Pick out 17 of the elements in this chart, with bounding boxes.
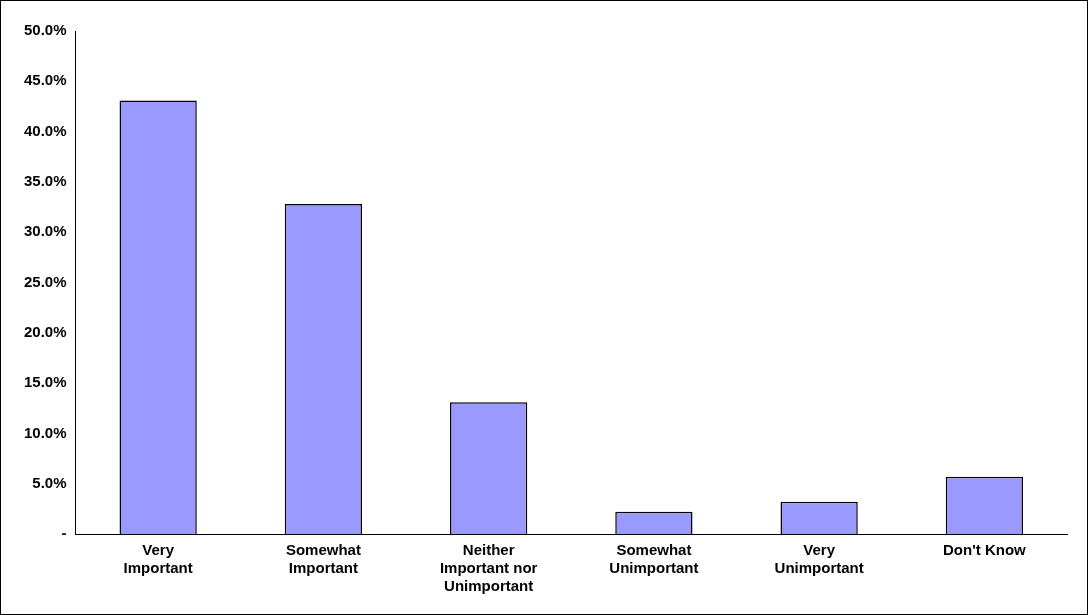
- x-tick-label: Somewhat Important: [285, 541, 361, 577]
- y-tick-label: 40.0%: [23, 121, 67, 139]
- y-tick-label: 35.0%: [23, 172, 67, 190]
- y-tick-label: 45.0%: [23, 71, 67, 89]
- x-tick-label: Somewhat Unimportant: [609, 541, 699, 577]
- y-tick-label: 25.0%: [23, 272, 67, 290]
- x-tick-label: Very Unimportant: [774, 541, 864, 577]
- x-tick-label: Don't Know: [943, 541, 1027, 559]
- y-tick-label: 20.0%: [23, 322, 67, 340]
- x-tick-label: Neither Important nor Unimportant: [439, 541, 538, 595]
- y-tick-label: 30.0%: [23, 222, 67, 240]
- y-tick-label: 10.0%: [23, 423, 67, 441]
- y-tick-label: -: [61, 524, 67, 542]
- x-tick-label: Very Important: [123, 541, 193, 577]
- y-tick-label: 15.0%: [23, 373, 67, 391]
- y-tick-label: 50.0%: [23, 21, 67, 39]
- y-tick-label: 5.0%: [32, 473, 67, 491]
